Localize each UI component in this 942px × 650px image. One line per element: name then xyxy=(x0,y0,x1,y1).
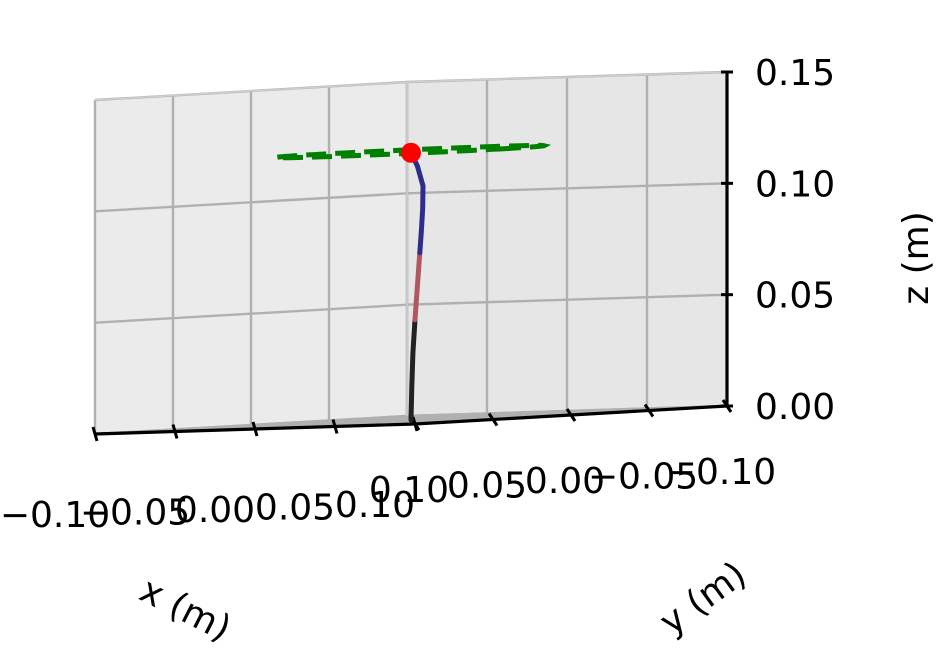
y-tick-label: −0.05 xyxy=(588,457,698,498)
x-tick xyxy=(171,424,179,439)
segment-1 xyxy=(412,250,423,323)
y-axis-label: y (m) xyxy=(652,554,754,644)
x-tick xyxy=(331,419,339,434)
z-tick-label: 0.15 xyxy=(755,53,835,94)
segment-0 xyxy=(408,317,418,423)
segment-2 xyxy=(408,150,426,256)
y-tick xyxy=(565,408,577,422)
x-tick xyxy=(251,421,259,437)
y-tick xyxy=(643,403,655,418)
endpoint-marker xyxy=(401,142,421,163)
z-axis-label: z (m) xyxy=(896,211,937,305)
y-tick-label: 0.00 xyxy=(525,461,605,502)
axis-ticks: 0.100.050.00−0.05−0.10−0.10−0.050.000.05… xyxy=(0,53,835,536)
x-tick xyxy=(91,426,99,442)
z-tick-label: 0.05 xyxy=(755,276,835,317)
x-tick-label: 0.00 xyxy=(175,490,255,531)
x-tick-label: −0.10 xyxy=(0,495,110,536)
target-circle xyxy=(268,142,552,161)
x-tick-label: 0.05 xyxy=(255,488,335,529)
x-tick-label: 0.10 xyxy=(335,485,415,526)
x-axis-label: x (m) xyxy=(133,570,237,650)
y-tick-label: 0.10 xyxy=(369,470,449,511)
z-tick-label: 0.00 xyxy=(755,387,835,428)
y-tick-label: −0.10 xyxy=(666,452,776,493)
y-tick xyxy=(487,412,499,427)
y-tick-label: 0.05 xyxy=(447,466,527,507)
data-series xyxy=(268,142,552,423)
x-tick-label: −0.05 xyxy=(80,493,190,534)
z-tick-label: 0.10 xyxy=(755,164,835,205)
